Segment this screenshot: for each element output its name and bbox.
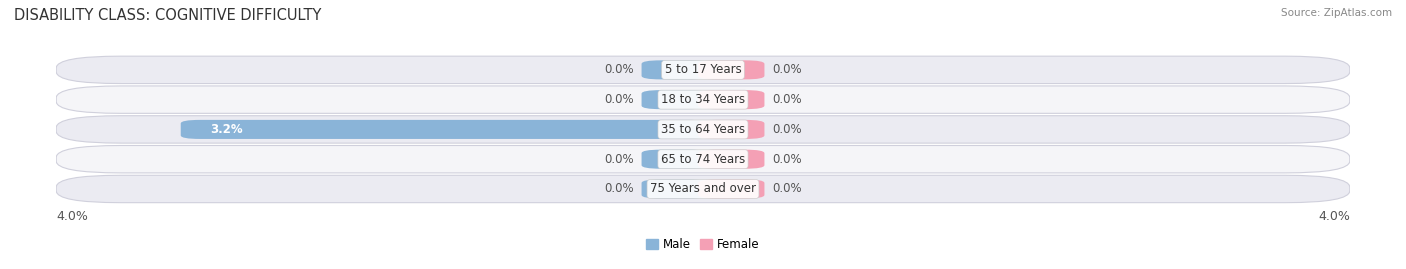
Text: 3.2%: 3.2% <box>209 123 242 136</box>
Text: 0.0%: 0.0% <box>772 182 803 196</box>
FancyBboxPatch shape <box>56 116 1350 143</box>
Text: 0.0%: 0.0% <box>772 153 803 166</box>
FancyBboxPatch shape <box>641 90 707 109</box>
Text: 0.0%: 0.0% <box>603 93 634 106</box>
FancyBboxPatch shape <box>56 86 1350 113</box>
Text: 35 to 64 Years: 35 to 64 Years <box>661 123 745 136</box>
FancyBboxPatch shape <box>699 60 765 79</box>
FancyBboxPatch shape <box>699 179 765 199</box>
Text: 0.0%: 0.0% <box>603 182 634 196</box>
FancyBboxPatch shape <box>699 120 765 139</box>
FancyBboxPatch shape <box>699 150 765 169</box>
FancyBboxPatch shape <box>699 90 765 109</box>
Text: 0.0%: 0.0% <box>772 123 803 136</box>
Text: 65 to 74 Years: 65 to 74 Years <box>661 153 745 166</box>
Text: 75 Years and over: 75 Years and over <box>650 182 756 196</box>
Text: DISABILITY CLASS: COGNITIVE DIFFICULTY: DISABILITY CLASS: COGNITIVE DIFFICULTY <box>14 8 322 23</box>
FancyBboxPatch shape <box>641 179 707 199</box>
FancyBboxPatch shape <box>56 146 1350 173</box>
Text: Source: ZipAtlas.com: Source: ZipAtlas.com <box>1281 8 1392 18</box>
FancyBboxPatch shape <box>56 56 1350 84</box>
FancyBboxPatch shape <box>181 120 707 139</box>
Text: 4.0%: 4.0% <box>56 210 89 224</box>
Text: 4.0%: 4.0% <box>1317 210 1350 224</box>
Text: 0.0%: 0.0% <box>603 63 634 76</box>
FancyBboxPatch shape <box>641 60 707 79</box>
Text: 0.0%: 0.0% <box>772 63 803 76</box>
Text: 0.0%: 0.0% <box>603 153 634 166</box>
Text: 0.0%: 0.0% <box>772 93 803 106</box>
FancyBboxPatch shape <box>56 175 1350 203</box>
Text: 18 to 34 Years: 18 to 34 Years <box>661 93 745 106</box>
FancyBboxPatch shape <box>641 150 707 169</box>
Text: 5 to 17 Years: 5 to 17 Years <box>665 63 741 76</box>
Legend: Male, Female: Male, Female <box>641 233 765 256</box>
